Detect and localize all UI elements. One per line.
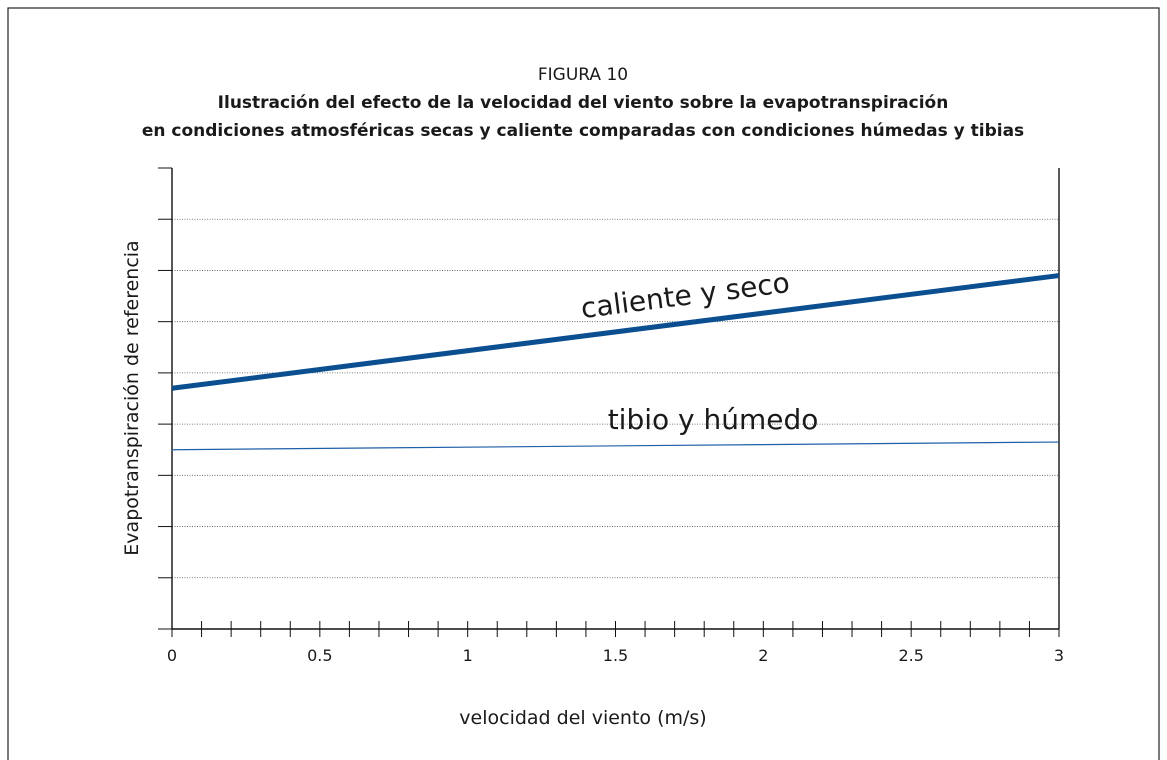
x-tick-label: 2.5	[898, 646, 923, 665]
x-tick-label: 1.5	[603, 646, 628, 665]
x-tick-label: 2	[758, 646, 768, 665]
chart-title: en condiciones atmosféricas secas y cali…	[142, 121, 1024, 141]
figure-label: FIGURA 10	[538, 65, 628, 85]
line-series	[171, 273, 1060, 391]
line-label: caliente y seco	[579, 266, 791, 325]
chart-title: Ilustración del efecto de la velocidad d…	[218, 93, 949, 113]
x-tick-label: 1	[463, 646, 473, 665]
x-axis-label: velocidad del viento (m/s)	[459, 707, 706, 729]
x-tick-label: 0.5	[307, 646, 332, 665]
y-axis-label: Evapotranspiración de referencia	[121, 240, 143, 555]
x-tick-label: 3	[1054, 646, 1064, 665]
line-series	[171, 441, 1060, 451]
line-label: tibio y húmedo	[608, 403, 819, 436]
frame	[7, 7, 1160, 760]
x-tick-label: 0	[167, 646, 177, 665]
